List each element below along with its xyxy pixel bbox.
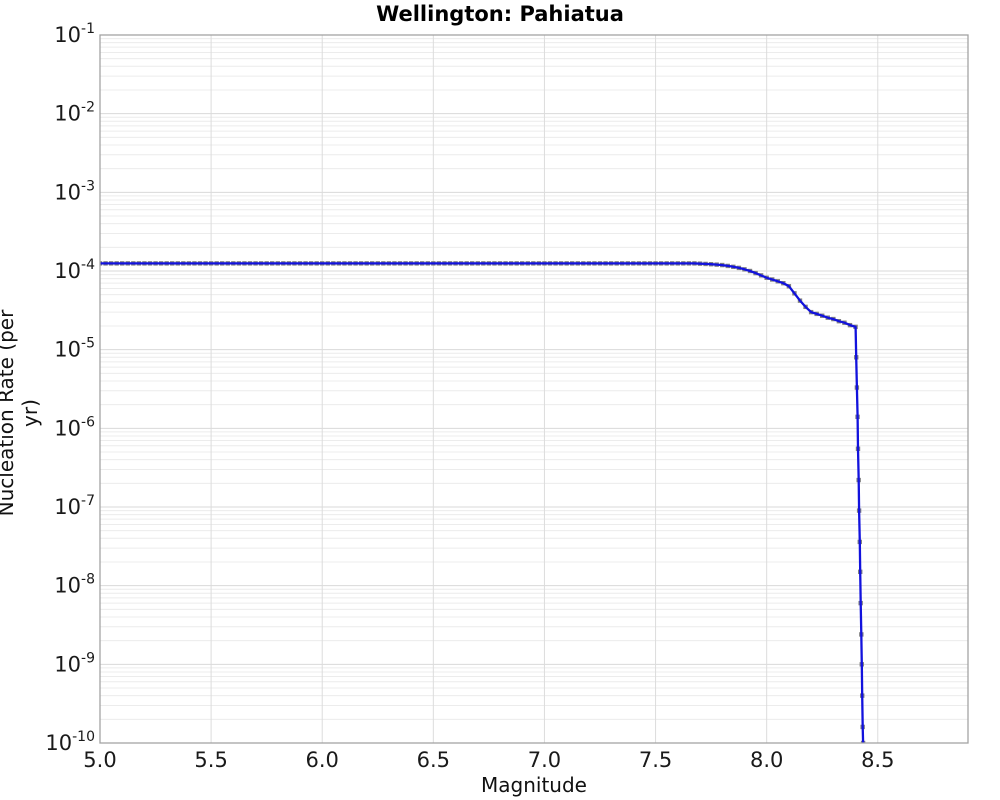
x-tick-label: 6.5 (417, 748, 450, 772)
x-tick-label: 5.5 (194, 748, 227, 772)
plot-border (99, 34, 969, 744)
x-tick-label: 7.0 (528, 748, 561, 772)
y-tick-label: 10-4 (54, 257, 95, 283)
y-axis-label: Nucleation Rate (per yr) (0, 309, 42, 517)
y-tick-label: 10-5 (54, 336, 95, 362)
x-axis-label: Magnitude (481, 773, 587, 797)
y-tick-label: 10-9 (54, 650, 95, 676)
y-tick-label: 10-7 (54, 493, 95, 519)
y-tick-label: 10-1 (54, 21, 95, 47)
data-line (100, 262, 865, 743)
y-tick-label: 10-2 (54, 100, 95, 126)
x-tick-label: 5.0 (83, 748, 116, 772)
x-tick-label: 6.0 (306, 748, 339, 772)
y-tick-label: 10-8 (54, 572, 95, 598)
x-tick-label: 8.5 (861, 748, 894, 772)
y-tick-label: 10-10 (45, 729, 95, 755)
y-tick-label: 10-6 (54, 414, 95, 440)
data-series (100, 261, 866, 743)
x-tick-label: 8.0 (750, 748, 783, 772)
x-tick-label: 7.5 (639, 748, 672, 772)
chart-title: Wellington: Pahiatua (376, 2, 624, 26)
y-tick-label: 10-3 (54, 178, 95, 204)
